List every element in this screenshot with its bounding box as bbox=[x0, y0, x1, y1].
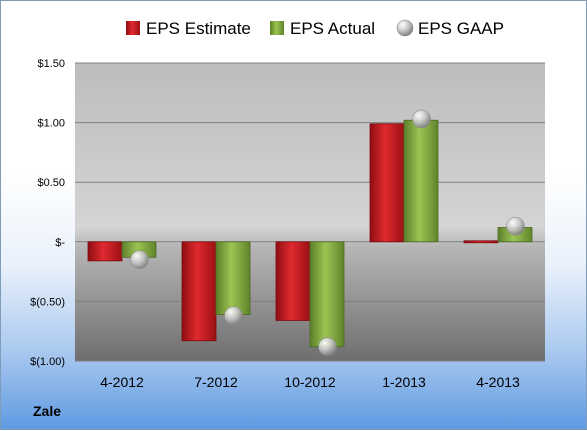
marker-eps-gaap bbox=[412, 109, 431, 129]
legend-label: EPS GAAP bbox=[418, 19, 504, 38]
bar-eps-estimate bbox=[87, 241, 123, 262]
legend-label: EPS Actual bbox=[290, 19, 375, 38]
bar-eps-estimate bbox=[181, 241, 217, 342]
y-tick-label: $1.00 bbox=[37, 118, 65, 130]
y-tick-label: $- bbox=[55, 237, 65, 249]
y-tick-label: $0.50 bbox=[37, 177, 65, 189]
legend-label: EPS Estimate bbox=[146, 19, 251, 38]
marker-eps-gaap bbox=[506, 217, 525, 236]
marker-eps-gaap bbox=[130, 250, 149, 269]
y-tick-label: $1.50 bbox=[37, 58, 65, 70]
y-tick-label: $(1.00) bbox=[30, 356, 65, 368]
bar-eps-actual bbox=[215, 241, 251, 315]
bar-eps-estimate bbox=[369, 123, 405, 243]
marker-eps-gaap bbox=[318, 337, 337, 356]
legend-swatch bbox=[396, 19, 414, 37]
x-tick-label: 1-2013 bbox=[382, 374, 426, 390]
legend-swatch bbox=[126, 21, 140, 35]
marker-eps-gaap bbox=[224, 306, 243, 326]
bar-eps-estimate bbox=[275, 241, 311, 321]
x-tick-label: 4-2013 bbox=[476, 374, 520, 390]
x-tick-label: 7-2012 bbox=[194, 374, 238, 390]
company-name: Zale bbox=[33, 403, 62, 419]
y-tick-label: $(0.50) bbox=[30, 296, 65, 308]
legend-swatch bbox=[270, 21, 284, 35]
bar-eps-actual bbox=[309, 241, 345, 348]
bar-eps-actual bbox=[403, 119, 439, 243]
x-tick-label: 10-2012 bbox=[284, 374, 336, 390]
bar-eps-estimate bbox=[463, 240, 499, 244]
x-tick-label: 4-2012 bbox=[100, 374, 144, 390]
